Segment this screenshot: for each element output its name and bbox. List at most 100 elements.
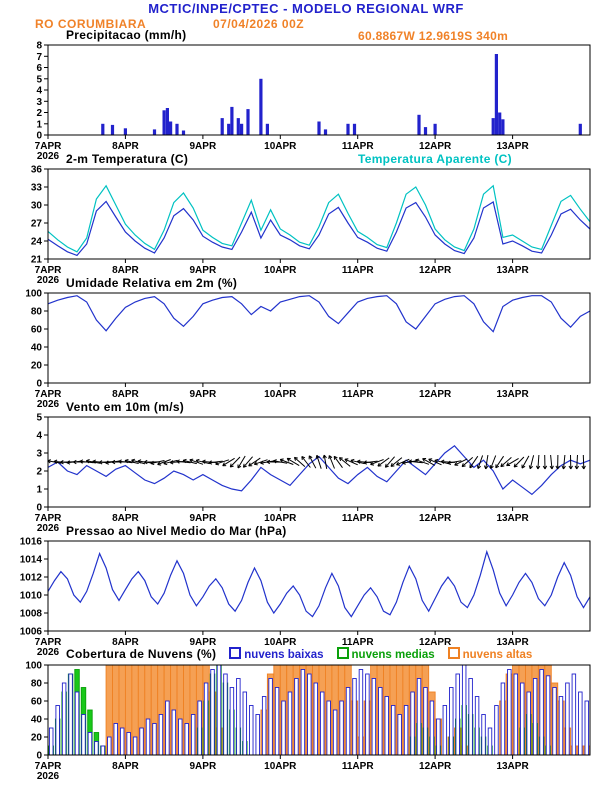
svg-text:12APR: 12APR: [419, 761, 452, 772]
svg-text:12APR: 12APR: [419, 389, 452, 400]
svg-text:33: 33: [31, 183, 43, 194]
svg-text:8: 8: [36, 41, 42, 52]
svg-text:11APR: 11APR: [342, 389, 374, 400]
page-title: MCTIC/INPE/CPTEC - MODELO REGIONAL WRF: [148, 1, 464, 16]
svg-text:9APR: 9APR: [190, 513, 217, 524]
svg-text:2026: 2026: [37, 399, 60, 410]
svg-text:11APR: 11APR: [342, 265, 374, 276]
svg-text:1: 1: [36, 485, 42, 496]
svg-text:10APR: 10APR: [264, 389, 297, 400]
svg-text:13APR: 13APR: [496, 761, 529, 772]
svg-text:7APR: 7APR: [35, 513, 62, 524]
svg-text:10APR: 10APR: [264, 637, 297, 648]
svg-text:2026: 2026: [37, 151, 60, 162]
svg-text:7APR: 7APR: [35, 141, 62, 152]
svg-text:1016: 1016: [20, 537, 43, 548]
svg-text:0: 0: [36, 751, 42, 762]
svg-text:21: 21: [31, 255, 43, 266]
legend-item-high-clouds: nuvens altas: [447, 647, 533, 661]
svg-text:36: 36: [31, 165, 43, 176]
svg-text:7APR: 7APR: [35, 389, 62, 400]
svg-text:13APR: 13APR: [496, 141, 529, 152]
svg-text:12APR: 12APR: [419, 637, 452, 648]
model-run-datetime: 07/04/2026 00Z: [213, 17, 305, 31]
legend-label-high-clouds: nuvens altas: [462, 649, 533, 661]
panel-title-humidity: Umidade Relativa em 2m (%): [66, 276, 238, 290]
svg-text:2: 2: [36, 108, 42, 119]
svg-text:0: 0: [36, 379, 42, 390]
svg-text:3: 3: [36, 97, 42, 108]
svg-text:100: 100: [25, 661, 42, 672]
svg-text:27: 27: [31, 219, 43, 230]
svg-text:8APR: 8APR: [112, 141, 139, 152]
cloud-panel-header: Cobertura de Nuvens (%) nuvens baixas nu…: [66, 647, 532, 661]
svg-text:7APR: 7APR: [35, 265, 62, 276]
panel-title-pressure: Pressao ao Nivel Medio do Mar (hPa): [66, 524, 287, 538]
svg-text:7APR: 7APR: [35, 637, 62, 648]
svg-text:13APR: 13APR: [496, 637, 529, 648]
svg-text:20: 20: [31, 361, 43, 372]
mid-clouds-swatch-icon: [336, 647, 349, 659]
svg-text:9APR: 9APR: [190, 761, 217, 772]
svg-text:8APR: 8APR: [112, 637, 139, 648]
svg-text:8APR: 8APR: [112, 389, 139, 400]
legend-item-low-clouds: nuvens baixas: [229, 647, 324, 661]
svg-text:13APR: 13APR: [496, 265, 529, 276]
low-clouds-swatch-icon: [229, 647, 242, 659]
svg-text:20: 20: [31, 733, 43, 744]
svg-text:10APR: 10APR: [264, 265, 297, 276]
svg-text:1008: 1008: [20, 609, 43, 620]
high-clouds-swatch-icon: [447, 647, 460, 659]
svg-text:7: 7: [36, 52, 42, 63]
svg-text:3: 3: [36, 449, 42, 460]
svg-text:100: 100: [25, 289, 42, 300]
svg-text:1010: 1010: [20, 591, 43, 602]
svg-text:9APR: 9APR: [190, 141, 217, 152]
svg-text:40: 40: [31, 343, 43, 354]
svg-text:12APR: 12APR: [419, 265, 452, 276]
station-coordinates: 60.8867W 12.9619S 340m: [358, 29, 509, 43]
svg-text:7APR: 7APR: [35, 761, 62, 772]
svg-text:2026: 2026: [37, 523, 60, 534]
svg-text:11APR: 11APR: [342, 141, 374, 152]
panel-title-precipitation: Precipitacao (mm/h): [66, 28, 187, 42]
svg-text:9APR: 9APR: [190, 389, 217, 400]
svg-text:0: 0: [36, 131, 42, 142]
legend-item-mid-clouds: nuvens medias: [336, 647, 435, 661]
svg-text:60: 60: [31, 697, 43, 708]
svg-text:13APR: 13APR: [496, 389, 529, 400]
svg-text:12APR: 12APR: [419, 141, 452, 152]
svg-text:8APR: 8APR: [112, 513, 139, 524]
panel-title-temperature: 2-m Temperatura (C): [66, 152, 189, 166]
svg-text:1012: 1012: [20, 573, 43, 584]
svg-text:40: 40: [31, 715, 43, 726]
legend-label-mid-clouds: nuvens medias: [351, 649, 435, 661]
svg-text:1014: 1014: [20, 555, 43, 566]
svg-text:5: 5: [36, 413, 42, 424]
svg-text:1: 1: [36, 119, 42, 130]
svg-text:8APR: 8APR: [112, 761, 139, 772]
svg-text:4: 4: [36, 86, 42, 97]
svg-text:1006: 1006: [20, 627, 43, 638]
svg-text:4: 4: [36, 431, 42, 442]
station-name: RO CORUMBIARA: [35, 17, 147, 31]
svg-text:80: 80: [31, 679, 43, 690]
panel-title-cloud-cover: Cobertura de Nuvens (%): [66, 647, 217, 661]
svg-text:6: 6: [36, 63, 42, 74]
svg-text:2026: 2026: [37, 771, 60, 782]
panel-title-apparent-temperature: Temperatura Aparente (C): [358, 152, 512, 166]
svg-text:24: 24: [31, 237, 43, 248]
svg-text:60: 60: [31, 325, 43, 336]
svg-text:9APR: 9APR: [190, 265, 217, 276]
svg-text:13APR: 13APR: [496, 513, 529, 524]
svg-text:80: 80: [31, 307, 43, 318]
svg-text:2026: 2026: [37, 275, 60, 286]
svg-text:10APR: 10APR: [264, 513, 297, 524]
svg-text:0: 0: [36, 503, 42, 514]
svg-text:30: 30: [31, 201, 43, 212]
legend-label-low-clouds: nuvens baixas: [244, 649, 324, 661]
svg-text:10APR: 10APR: [264, 761, 297, 772]
svg-text:2026: 2026: [37, 647, 60, 658]
